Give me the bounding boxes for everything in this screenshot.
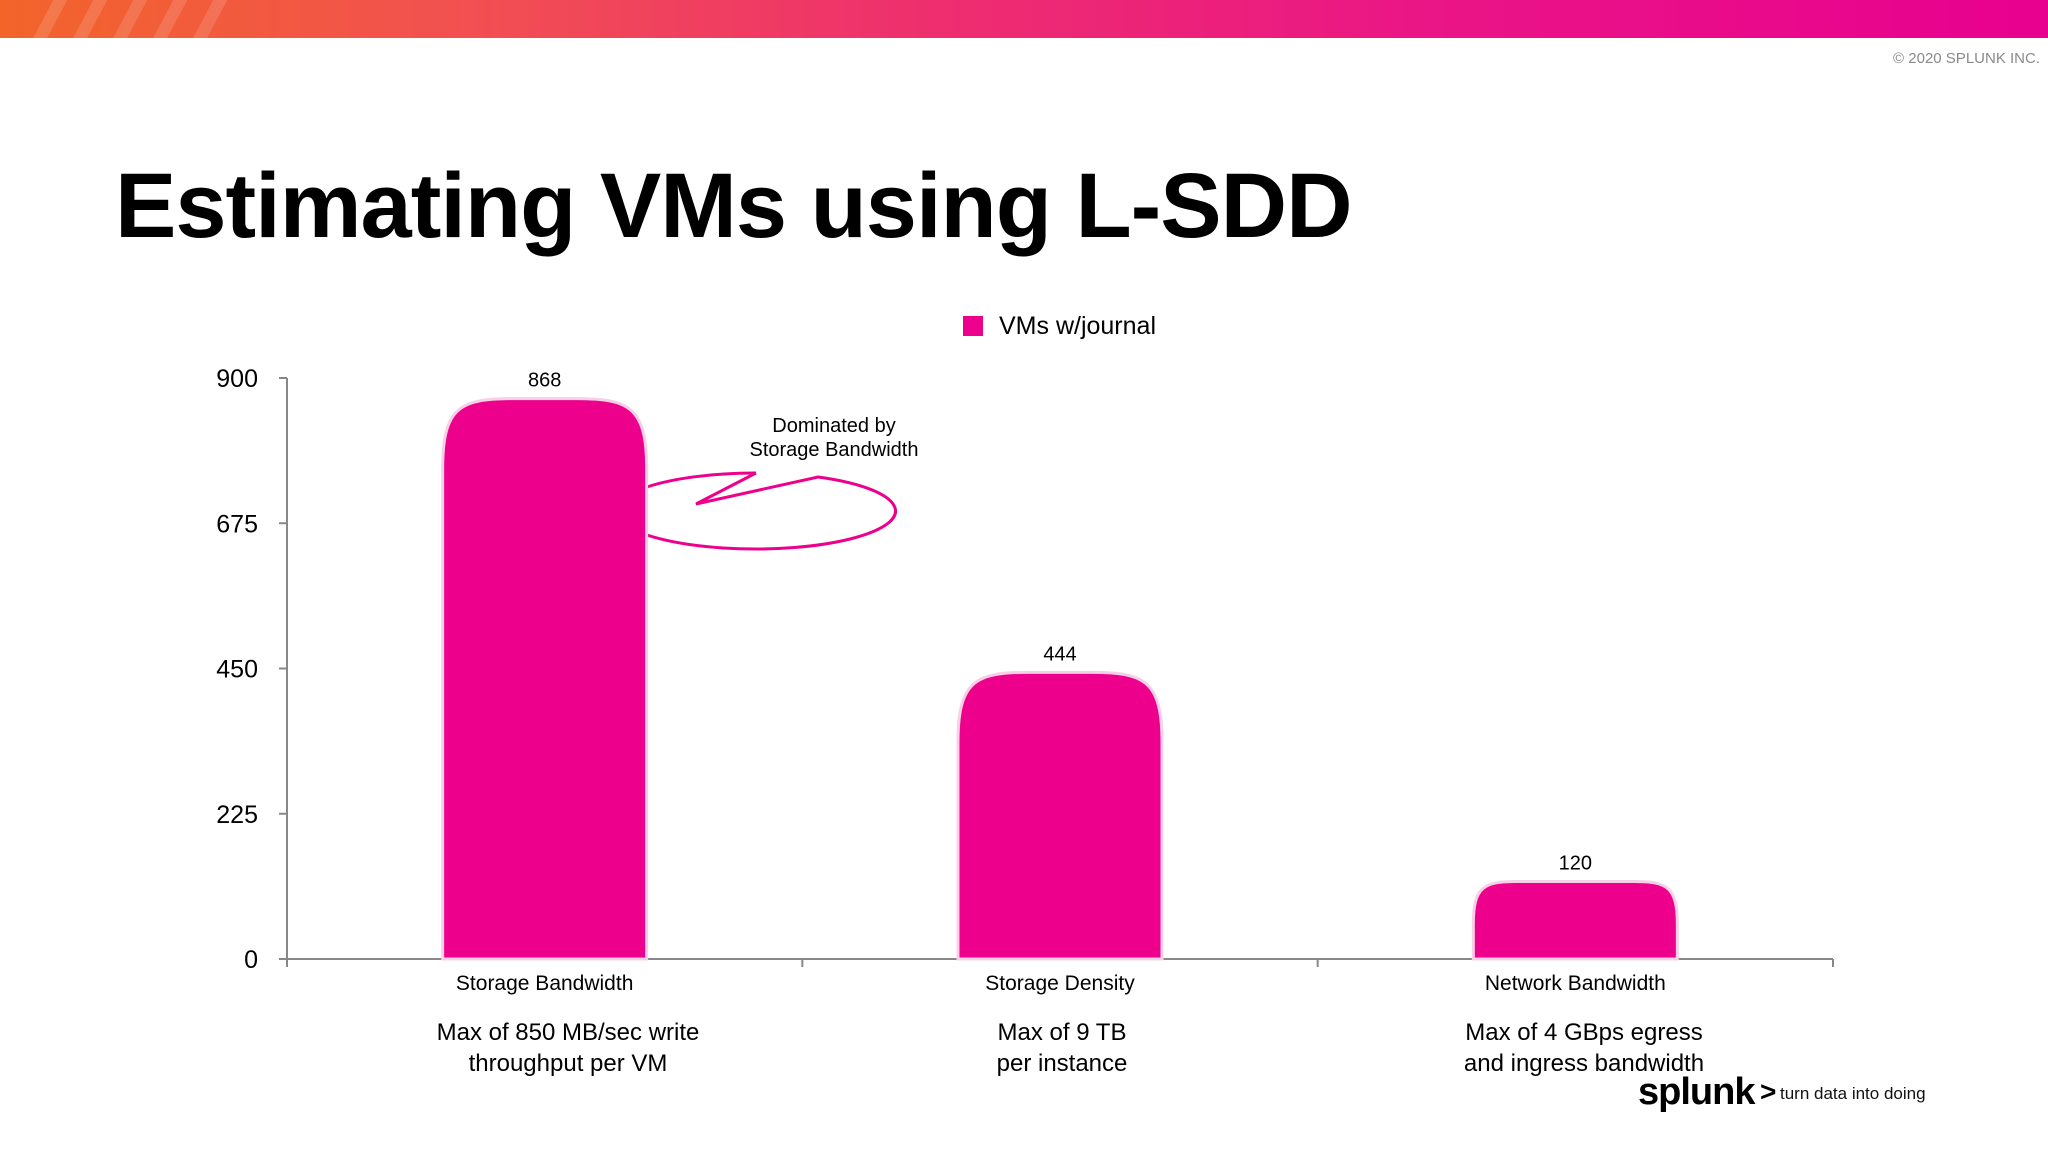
x-category-label: Storage Bandwidth xyxy=(456,972,633,995)
y-tick-label: 675 xyxy=(216,510,258,538)
bar-value-label: 868 xyxy=(528,370,561,392)
category-note-storage-bandwidth: Max of 850 MB/sec write throughput per V… xyxy=(436,1019,700,1077)
bar-value-label: 120 xyxy=(1559,853,1592,875)
callout-outline xyxy=(614,471,897,551)
copyright-text: © 2020 SPLUNK INC. xyxy=(1893,50,2040,67)
callout-text: Dominated by Storage Bandwidth xyxy=(749,415,919,461)
bar-storage-density xyxy=(956,670,1164,961)
logo-wordmark: splunk xyxy=(1638,1071,1755,1113)
y-tick-label: 450 xyxy=(216,656,258,684)
logo-tagline: turn data into doing xyxy=(1780,1084,1926,1103)
y-tick-label: 900 xyxy=(216,365,258,393)
chart-legend: VMs w/journal xyxy=(963,312,1156,340)
bar-value-label: 444 xyxy=(1043,643,1076,665)
top-banner xyxy=(0,0,2048,38)
chevron-right-icon: > xyxy=(1760,1076,1777,1107)
splunk-logo: splunk > turn data into doing xyxy=(1638,1068,1938,1116)
bar-storage-bandwidth xyxy=(441,397,649,961)
category-note-network-bandwidth: Max of 4 GBps egress and ingress bandwid… xyxy=(1463,1019,1705,1077)
x-category-label: Network Bandwidth xyxy=(1485,972,1666,995)
y-tick-label: 0 xyxy=(244,946,258,974)
page-title: Estimating VMs using L-SDD xyxy=(115,155,1353,257)
x-category-label: Storage Density xyxy=(985,972,1135,995)
legend-swatch xyxy=(963,316,983,336)
bar-network-bandwidth xyxy=(1471,880,1679,961)
bars: 868 Storage Bandwidth 444 Storage Density 12… xyxy=(441,370,1679,995)
y-axis: 0 225 450 675 900 xyxy=(216,365,288,974)
callout-bubble xyxy=(614,471,897,551)
category-note-storage-density: Max of 9 TB per instance xyxy=(996,1019,1128,1077)
y-tick-label: 225 xyxy=(216,801,258,829)
legend-label: VMs w/journal xyxy=(999,312,1156,340)
